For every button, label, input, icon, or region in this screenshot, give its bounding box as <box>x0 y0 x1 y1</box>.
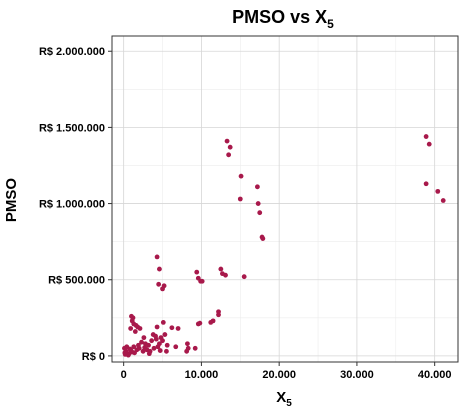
data-point <box>128 326 134 331</box>
data-point <box>440 198 446 203</box>
data-point <box>128 348 134 353</box>
x-tick-label: 10.000 <box>185 369 219 381</box>
data-point <box>146 351 152 357</box>
data-point <box>157 266 162 272</box>
chart-title-subscript: 5 <box>327 17 334 31</box>
data-point <box>237 196 243 202</box>
data-point <box>226 152 232 158</box>
data-points <box>122 134 446 358</box>
chart-title-main: PMSO vs X <box>232 7 327 27</box>
grid <box>112 36 458 362</box>
data-point <box>154 324 160 330</box>
data-point <box>241 274 247 280</box>
data-point <box>223 272 228 278</box>
data-point <box>122 350 128 356</box>
data-point <box>257 210 263 216</box>
data-point <box>155 344 161 350</box>
data-point <box>142 345 148 350</box>
data-point <box>199 278 205 284</box>
data-point <box>160 286 165 292</box>
data-point <box>224 138 230 144</box>
data-point <box>157 348 163 353</box>
data-point <box>164 348 169 354</box>
data-point <box>131 344 137 350</box>
data-point <box>164 342 170 348</box>
plot-panel-border <box>111 35 459 363</box>
data-point <box>423 134 429 139</box>
x-tick-label: 30.000 <box>340 369 374 381</box>
y-tick-label: R$ 0 <box>82 351 105 363</box>
data-point <box>132 329 138 334</box>
chart-title: PMSO vs X5 <box>232 7 334 31</box>
data-point <box>192 345 198 351</box>
data-point <box>153 333 158 339</box>
data-point <box>175 326 181 331</box>
data-point <box>238 173 244 179</box>
data-point <box>426 141 432 147</box>
data-point <box>423 181 429 187</box>
data-point <box>149 338 155 344</box>
y-axis-label: PMSO <box>3 178 20 223</box>
data-point <box>169 325 175 331</box>
data-point <box>156 281 162 287</box>
data-point <box>216 312 221 318</box>
data-point <box>160 319 166 325</box>
data-point <box>227 144 233 150</box>
data-point <box>139 339 144 345</box>
axis-ticks: 0 10.000 20.000 30.000 40.000 R$ 0 R$ 500.000 R… <box>39 46 452 381</box>
data-point <box>137 326 143 331</box>
y-tick-label: R$ 2.000.000 <box>39 46 105 58</box>
data-point <box>146 342 151 348</box>
data-point <box>136 342 141 348</box>
data-point <box>160 338 165 344</box>
x-axis-label-subscript: 5 <box>286 398 292 409</box>
data-point <box>208 319 214 325</box>
data-point <box>125 352 131 358</box>
data-point <box>435 188 441 194</box>
data-point <box>254 184 260 190</box>
data-point <box>131 321 137 327</box>
y-tick-label: R$ 1.000.000 <box>39 199 105 211</box>
data-point <box>140 348 146 354</box>
data-point <box>141 335 147 341</box>
x-axis-label-main: X <box>276 389 286 406</box>
x-axis-label: X5 <box>276 389 292 409</box>
data-point <box>162 332 168 337</box>
data-point <box>154 254 160 260</box>
y-tick-label: R$ 1.500.000 <box>39 122 105 134</box>
data-point <box>151 345 157 351</box>
data-point <box>255 201 261 206</box>
data-point <box>194 269 200 275</box>
data-point <box>218 266 224 272</box>
data-point <box>185 341 190 347</box>
y-tick-label: R$ 500.000 <box>48 275 105 287</box>
data-point <box>195 321 201 327</box>
x-tick-label: 20.000 <box>262 369 296 381</box>
data-point <box>173 344 179 350</box>
x-tick-label: 0 <box>121 369 127 381</box>
x-tick-label: 40.000 <box>418 369 452 381</box>
data-point <box>184 348 190 354</box>
data-point <box>260 236 266 242</box>
